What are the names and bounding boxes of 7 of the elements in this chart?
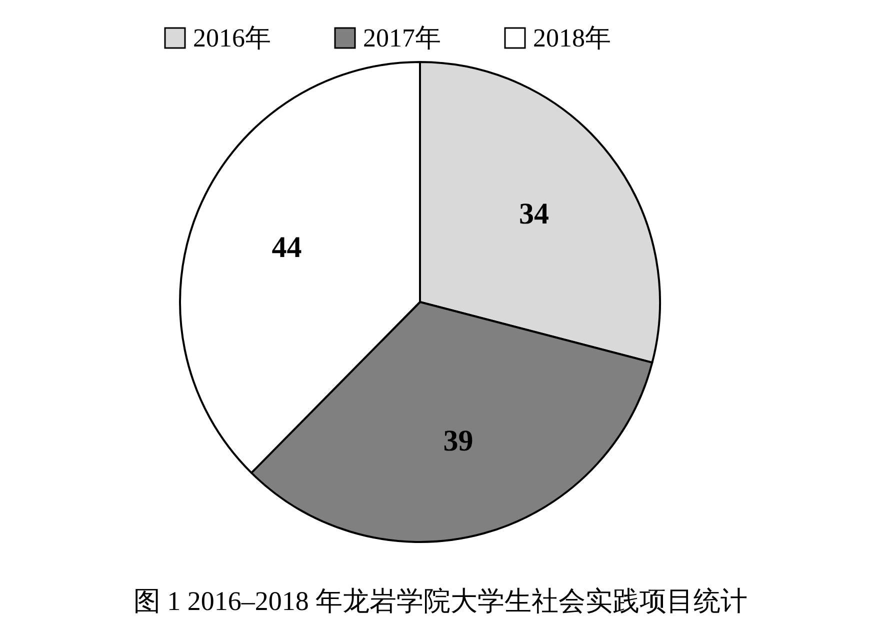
data-label: 44 [272, 230, 302, 264]
legend-label: 2018年 [533, 24, 611, 52]
text: 图 1 2016–2018 年龙岩学院大学生社会实践项目统计 [133, 586, 748, 616]
legend-label: 2016年 [193, 24, 271, 52]
data-label: 39 [443, 424, 474, 458]
legend-label: 2017年 [363, 24, 441, 52]
data-label: 34 [518, 197, 549, 230]
